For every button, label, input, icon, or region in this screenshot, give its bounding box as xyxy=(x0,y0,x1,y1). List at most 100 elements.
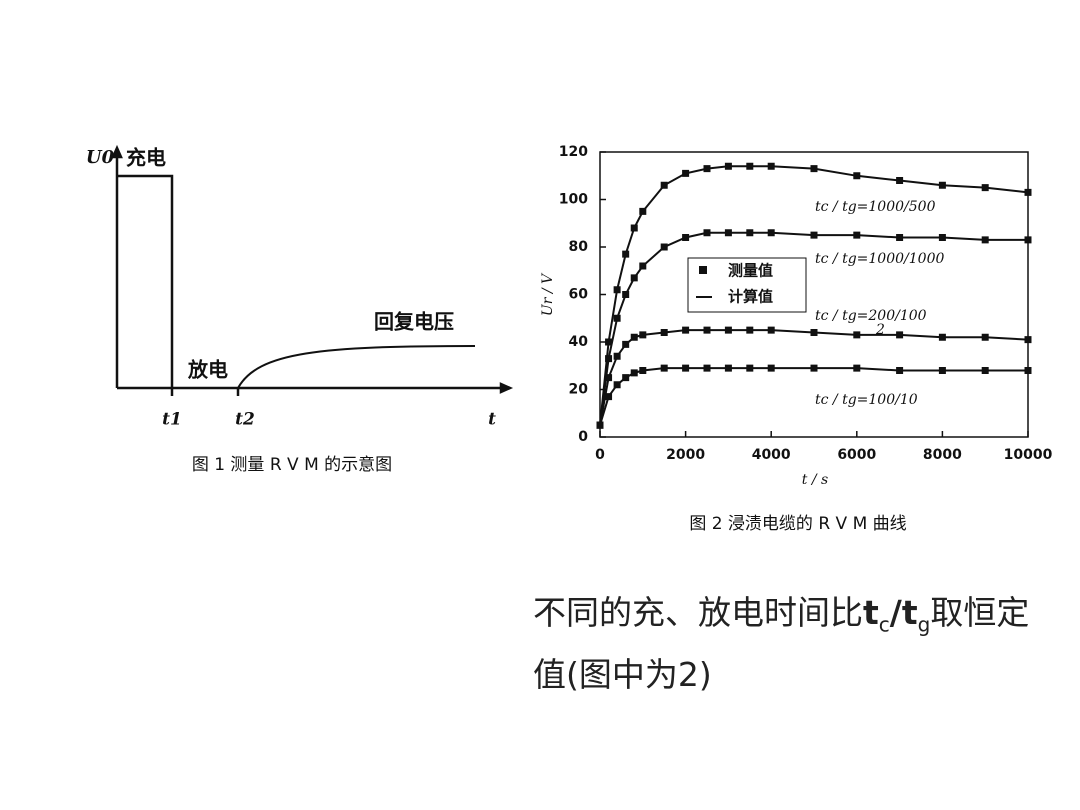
data-point xyxy=(724,326,732,334)
data-point xyxy=(639,262,647,270)
data-point xyxy=(724,364,732,372)
data-point xyxy=(810,329,818,336)
annotation: 2 xyxy=(875,322,885,338)
data-point xyxy=(660,364,668,372)
x-tick-label: 0 xyxy=(595,447,605,463)
data-point xyxy=(622,374,630,382)
y-tick-label: 0 xyxy=(578,429,588,445)
data-point xyxy=(703,165,711,173)
note-text: 不同的充、放电时间比tc/tg取恒定值(图中为2) xyxy=(533,588,1043,700)
data-point xyxy=(613,314,621,322)
data-point xyxy=(1024,188,1032,196)
y-tick-label: 20 xyxy=(569,382,589,398)
y-tick-label: 60 xyxy=(569,287,589,303)
data-point xyxy=(767,364,775,372)
text: t xyxy=(901,593,918,632)
data-point xyxy=(630,274,638,282)
data-point xyxy=(938,333,946,341)
data-point xyxy=(630,224,638,232)
text: t xyxy=(863,593,879,632)
y-tick-label: 120 xyxy=(559,144,588,160)
data-point xyxy=(810,364,818,372)
y-tick-label: 80 xyxy=(569,239,589,255)
data-point xyxy=(746,162,754,170)
x-tick-label: 2000 xyxy=(666,447,705,463)
series-label: tc / tg=200/100 xyxy=(815,308,927,324)
data-point xyxy=(1024,336,1032,344)
data-point xyxy=(896,177,904,184)
data-point xyxy=(682,364,690,372)
data-point xyxy=(613,286,621,294)
data-point xyxy=(703,229,711,237)
plot-frame xyxy=(599,151,1029,438)
data-point xyxy=(630,369,638,377)
x-tick-label: 4000 xyxy=(752,447,791,463)
data-point xyxy=(981,236,989,244)
data-point xyxy=(639,207,647,215)
data-point xyxy=(660,243,668,251)
data-point xyxy=(853,231,861,239)
data-point xyxy=(703,326,711,334)
data-point xyxy=(1024,367,1032,374)
data-point xyxy=(1024,236,1032,244)
data-point xyxy=(622,340,630,348)
text: g xyxy=(917,612,931,637)
label: 充电 xyxy=(126,146,166,170)
data-point xyxy=(639,367,647,374)
data-point xyxy=(596,421,604,429)
data-point xyxy=(746,229,754,237)
legend-box xyxy=(687,257,807,313)
data-point xyxy=(613,352,621,360)
data-point xyxy=(724,229,732,237)
data-point xyxy=(767,229,775,237)
data-point xyxy=(896,331,904,339)
legend-marker xyxy=(699,266,707,274)
data-point xyxy=(724,162,732,170)
x-axis-label: t / s xyxy=(802,472,828,488)
data-point xyxy=(981,184,989,192)
arrow xyxy=(111,144,123,159)
data-point xyxy=(810,165,818,173)
series-label: tc / tg=1000/1000 xyxy=(815,251,944,267)
legend-label: 计算值 xyxy=(728,288,773,306)
caption: 图 2 浸渍电缆的 R V M 曲线 xyxy=(689,514,906,534)
data-point xyxy=(981,367,989,374)
data-point xyxy=(639,331,647,339)
data-point xyxy=(660,181,668,189)
data-point xyxy=(981,333,989,341)
text: / xyxy=(889,593,902,632)
data-point xyxy=(853,364,861,372)
label: U0 xyxy=(86,147,115,168)
data-point xyxy=(938,234,946,241)
series-line xyxy=(599,165,1029,426)
caption: 图 1 测量 R V M 的示意图 xyxy=(192,455,392,475)
data-point xyxy=(746,326,754,334)
data-point xyxy=(605,374,613,382)
series-line xyxy=(599,231,1028,426)
legend: 测量值 计算值 xyxy=(687,257,807,313)
data-point xyxy=(605,393,613,401)
x-tick-label: 8000 xyxy=(923,447,962,463)
figure-1 xyxy=(111,144,514,396)
data-point xyxy=(810,231,818,239)
data-point xyxy=(938,367,946,374)
data-point xyxy=(896,367,904,374)
text: 取恒定值(图中为2) xyxy=(533,593,1030,694)
y-tick-label: 100 xyxy=(559,192,588,208)
recovery-curve xyxy=(237,345,476,389)
text: c xyxy=(878,612,890,637)
data-point xyxy=(703,364,711,372)
data-point xyxy=(767,326,775,334)
data-point xyxy=(622,291,630,298)
arrow xyxy=(499,382,514,394)
data-point xyxy=(938,181,946,189)
y-axis-label: Ur / V xyxy=(540,272,556,316)
data-point xyxy=(605,338,613,346)
data-point xyxy=(746,364,754,372)
data-point xyxy=(605,355,613,363)
x-tick-label: 10000 xyxy=(1004,447,1053,463)
data-point xyxy=(682,234,690,241)
legend-label: 测量值 xyxy=(728,262,773,280)
